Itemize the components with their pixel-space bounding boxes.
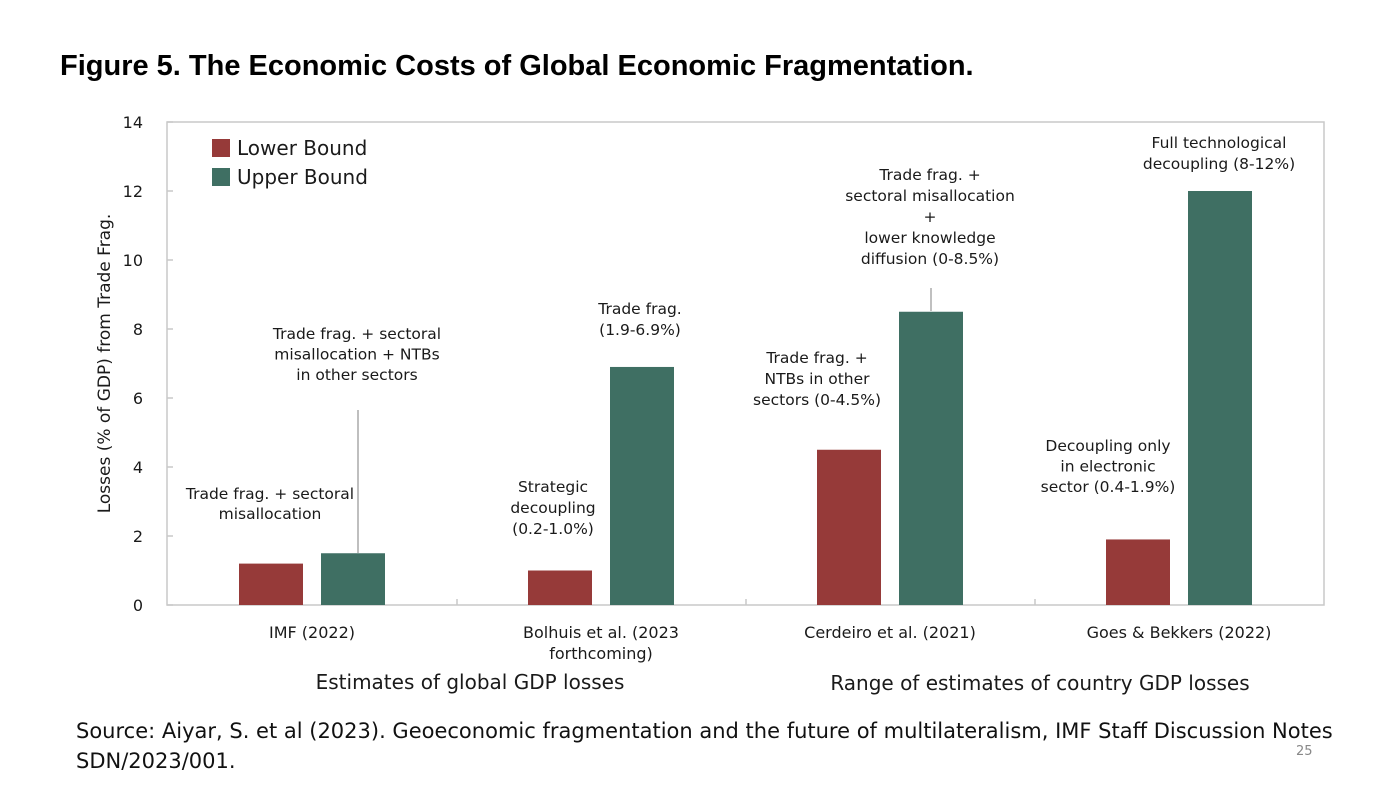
annotation-text: Trade frag. + <box>878 166 980 184</box>
page-number: 25 <box>1296 744 1313 759</box>
x-category-label: forthcoming) <box>549 644 653 663</box>
y-tick-label: 14 <box>123 113 143 132</box>
x-category-label: Goes & Bekkers (2022) <box>1087 623 1272 642</box>
group-label: Range of estimates of country GDP losses <box>830 671 1249 695</box>
x-category-label: IMF (2022) <box>269 623 355 642</box>
annotation-text: diffusion (0-8.5%) <box>861 250 999 268</box>
y-tick-label: 0 <box>133 596 143 615</box>
annotation-text: sectoral misallocation <box>845 187 1015 205</box>
y-tick-label: 4 <box>133 458 143 477</box>
legend-label: Upper Bound <box>237 165 368 189</box>
annotation-text: in electronic <box>1060 458 1155 476</box>
lower-bound-bar <box>528 570 592 605</box>
annotation-text: Trade frag. <box>597 300 681 318</box>
annotation-text: Trade frag. + sectoral <box>185 485 354 503</box>
y-tick-label: 12 <box>123 182 143 201</box>
bar-chart: 0 2 4 6 8 10 12 14 Losses (% of GDP) from Trade … <box>95 113 1325 695</box>
annotation-text: sectors (0-4.5%) <box>753 391 881 409</box>
annotation-text: lower knowledge <box>864 229 995 247</box>
legend-swatch <box>212 139 230 157</box>
annotation-text: decoupling <box>510 499 595 517</box>
annotation-text: Trade frag. + sectoral <box>272 325 441 343</box>
lower-bound-bar <box>1106 539 1170 605</box>
plot-frame <box>166 121 1325 606</box>
annotation-text: Decoupling only <box>1045 437 1170 455</box>
annotation-text: misallocation <box>219 505 322 523</box>
lower-bound-bar <box>817 449 881 605</box>
annotation-text: Trade frag. + <box>765 349 867 367</box>
upper-bound-bar <box>610 366 674 605</box>
y-tick-label: 8 <box>133 320 143 339</box>
annotation-text: sector (0.4-1.9%) <box>1041 478 1176 496</box>
y-tick-label: 6 <box>133 389 143 408</box>
annotation-text: in other sectors <box>296 366 417 384</box>
lower-bound-bar <box>239 563 303 605</box>
upper-bound-bar <box>899 311 963 605</box>
y-tick-label: 2 <box>133 527 143 546</box>
upper-bound-bar <box>321 553 385 605</box>
annotation-text: (0.2-1.0%) <box>512 520 594 538</box>
annotation-text: NTBs in other <box>764 370 870 388</box>
source-citation: Source: Aiyar, S. et al (2023). Geoecono… <box>76 719 1333 773</box>
annotation-text: + <box>924 208 937 226</box>
x-category-label: Cerdeiro et al. (2021) <box>804 623 976 642</box>
annotation-text: misallocation + NTBs <box>274 346 439 364</box>
legend-swatch <box>212 168 230 186</box>
x-category-label: Bolhuis et al. (2023 <box>523 623 679 642</box>
annotation-text: Full technological <box>1152 134 1287 152</box>
annotation-text: decoupling (8-12%) <box>1143 155 1295 173</box>
group-label: Estimates of global GDP losses <box>316 670 625 694</box>
annotation-text: Strategic <box>518 478 588 496</box>
y-tick-label: 10 <box>123 251 143 270</box>
y-axis-label: Losses (% of GDP) from Trade Frag. <box>95 214 115 514</box>
upper-bound-bar <box>1188 191 1252 605</box>
annotation-text: (1.9-6.9%) <box>599 321 681 339</box>
figure-title: Figure 5. The Economic Costs of Global E… <box>60 50 974 82</box>
legend-label: Lower Bound <box>237 136 367 160</box>
